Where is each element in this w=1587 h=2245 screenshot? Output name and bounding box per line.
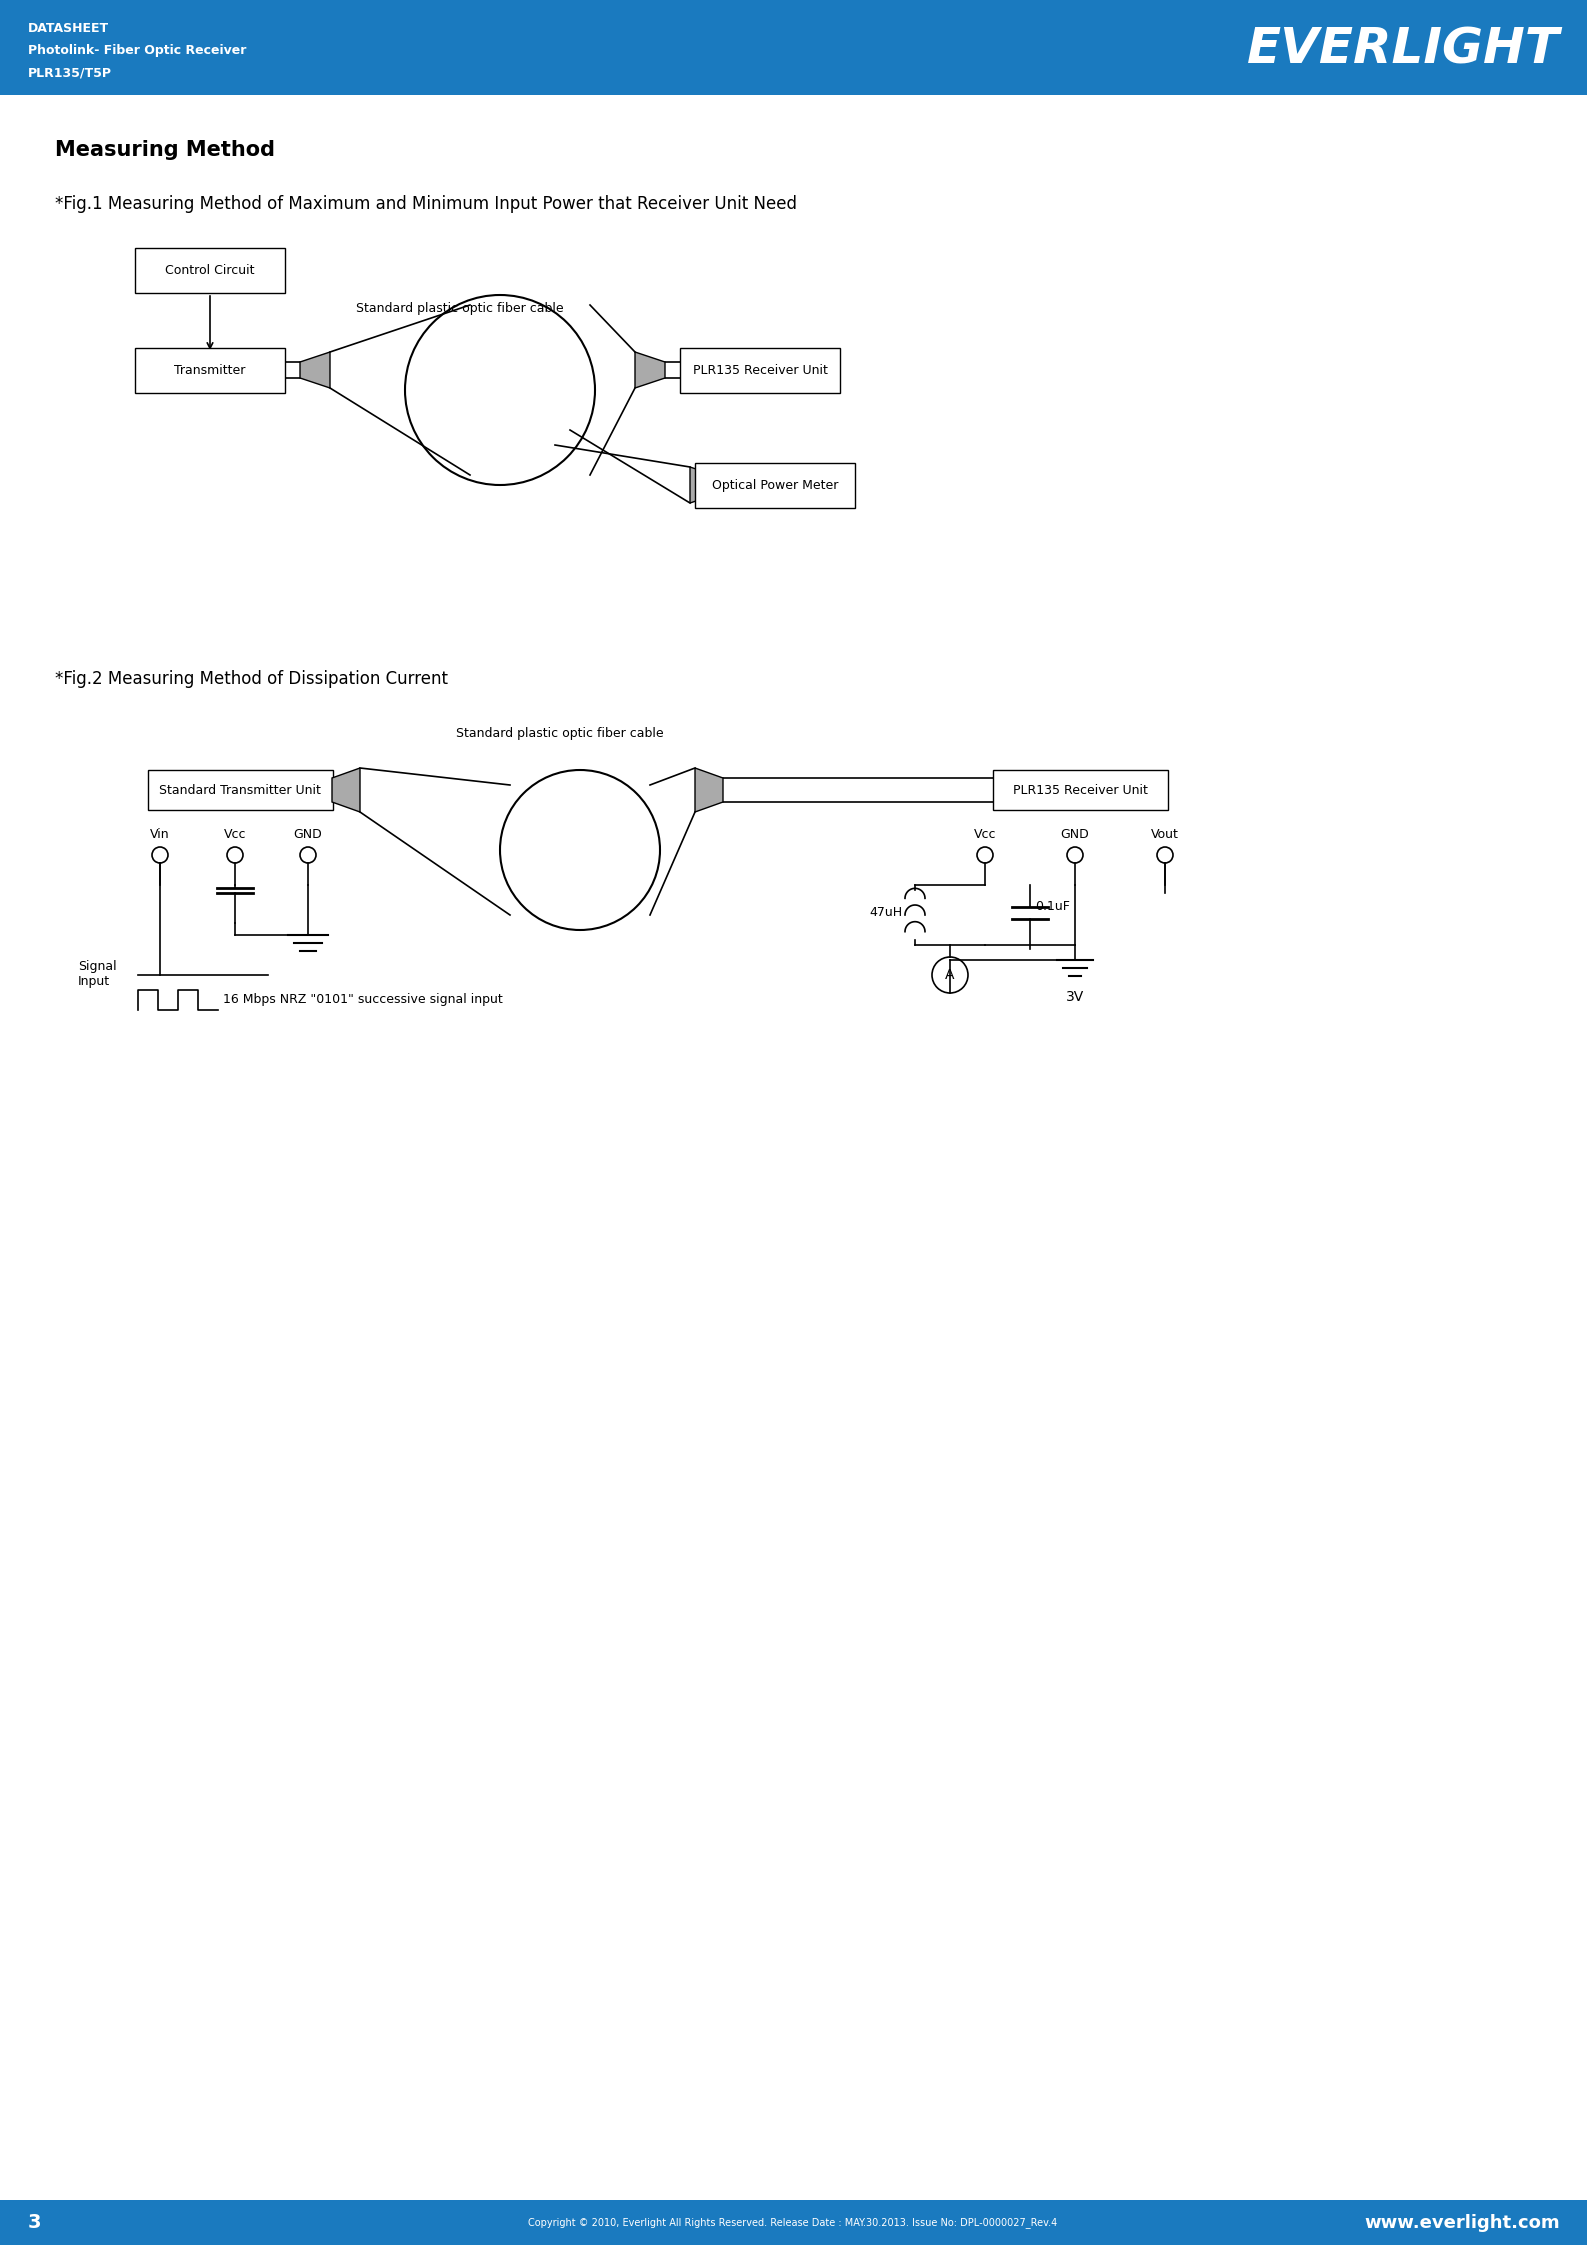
Text: Standard plastic optic fiber cable: Standard plastic optic fiber cable [455, 727, 663, 741]
Bar [135, 348, 286, 393]
Text: PLR135 Receiver Unit: PLR135 Receiver Unit [1013, 784, 1147, 797]
Bar [695, 462, 855, 507]
Text: EVERLIGHT: EVERLIGHT [1247, 27, 1560, 74]
Bar [148, 770, 333, 810]
Text: *Fig.2 Measuring Method of Dissipation Current: *Fig.2 Measuring Method of Dissipation C… [56, 669, 448, 687]
Text: DATASHEET: DATASHEET [29, 22, 110, 36]
Bar [992, 770, 1168, 810]
Text: www.everlight.com: www.everlight.com [1365, 2214, 1560, 2232]
Polygon shape [300, 352, 330, 388]
Text: 3: 3 [29, 2214, 41, 2232]
Text: Standard plastic optic fiber cable: Standard plastic optic fiber cable [355, 303, 563, 314]
Text: PLR135/T5P: PLR135/T5P [29, 65, 113, 79]
Polygon shape [695, 768, 724, 813]
Text: Vin: Vin [151, 828, 170, 842]
Text: Standard Transmitter Unit: Standard Transmitter Unit [159, 784, 321, 797]
Text: Copyright © 2010, Everlight All Rights Reserved. Release Date : MAY.30.2013. Iss: Copyright © 2010, Everlight All Rights R… [528, 2218, 1057, 2227]
Text: A: A [946, 968, 955, 981]
Text: Control Circuit: Control Circuit [165, 263, 256, 276]
Polygon shape [690, 467, 720, 503]
Text: Signal
Input: Signal Input [78, 961, 116, 988]
Polygon shape [635, 352, 665, 388]
Text: 47uH: 47uH [870, 907, 903, 920]
Text: Vcc: Vcc [974, 828, 997, 842]
Bar [0, 0, 1587, 94]
Text: PLR135 Receiver Unit: PLR135 Receiver Unit [692, 364, 827, 377]
Bar [0, 2200, 1587, 2245]
Text: *Fig.1 Measuring Method of Maximum and Minimum Input Power that Receiver Unit Ne: *Fig.1 Measuring Method of Maximum and M… [56, 195, 797, 213]
Bar [679, 348, 840, 393]
Text: 16 Mbps NRZ "0101" successive signal input: 16 Mbps NRZ "0101" successive signal inp… [224, 995, 503, 1006]
Text: GND: GND [1060, 828, 1089, 842]
Text: GND: GND [294, 828, 322, 842]
Text: Transmitter: Transmitter [175, 364, 246, 377]
Text: 0.1uF: 0.1uF [1035, 900, 1070, 914]
Text: Measuring Method: Measuring Method [56, 139, 275, 159]
Text: Vcc: Vcc [224, 828, 246, 842]
Text: Photolink- Fiber Optic Receiver: Photolink- Fiber Optic Receiver [29, 45, 246, 56]
Text: 3V: 3V [1066, 990, 1084, 1004]
Text: Vout: Vout [1151, 828, 1179, 842]
Text: Optical Power Meter: Optical Power Meter [713, 478, 838, 492]
Bar [135, 247, 286, 292]
Polygon shape [332, 768, 360, 813]
